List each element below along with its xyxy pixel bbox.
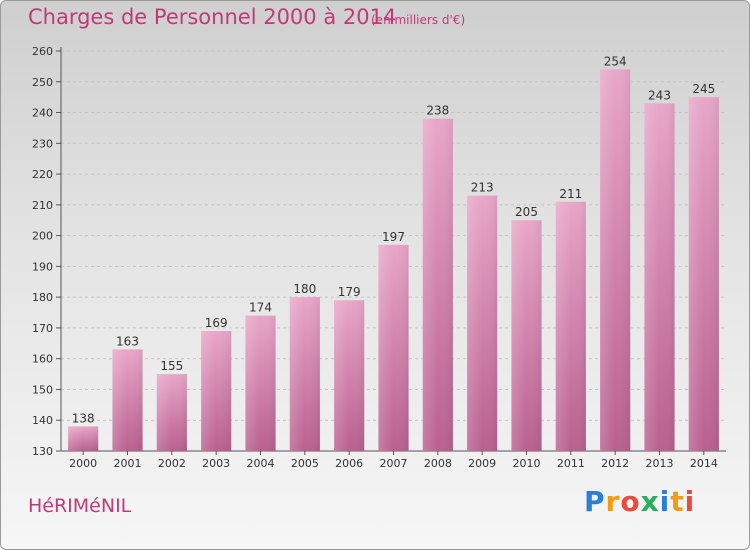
- bar-shade: [334, 300, 365, 451]
- x-tick-label: 2003: [202, 457, 230, 470]
- y-tick-label: 210: [32, 199, 53, 212]
- y-tick-label: 140: [32, 414, 53, 427]
- bar-shade: [644, 103, 675, 452]
- x-tick-label: 2004: [247, 457, 275, 470]
- logo-letter: x: [640, 485, 660, 518]
- bar-shade: [289, 297, 320, 451]
- data-label: 205: [515, 205, 538, 219]
- x-tick-label: 2001: [114, 457, 142, 470]
- y-tick-label: 240: [32, 107, 53, 120]
- x-tick-label: 2005: [291, 457, 319, 470]
- proxiti-logo[interactable]: Proxiti: [584, 485, 695, 518]
- bar-shade: [600, 69, 631, 451]
- y-tick-label: 220: [32, 168, 53, 181]
- logo-letter: i: [659, 485, 671, 518]
- data-label: 174: [249, 301, 272, 315]
- bar-shade: [68, 426, 99, 451]
- y-tick-label: 150: [32, 383, 53, 396]
- x-tick-label: 2014: [690, 457, 718, 470]
- logo-letter: P: [584, 485, 606, 518]
- data-label: 169: [205, 316, 228, 330]
- bar-shade: [156, 374, 187, 451]
- data-label: 243: [648, 88, 671, 102]
- data-label: 238: [426, 104, 449, 118]
- y-tick-label: 200: [32, 230, 53, 243]
- x-tick-label: 2011: [557, 457, 585, 470]
- logo-letter: t: [670, 485, 685, 518]
- commune-name: HéRIMéNIL: [28, 495, 132, 517]
- x-tick-label: 2007: [380, 457, 408, 470]
- y-tick-label: 170: [32, 322, 53, 335]
- data-label: 155: [160, 359, 183, 373]
- data-label: 211: [559, 187, 582, 201]
- bar-shade: [688, 97, 719, 452]
- y-tick-label: 160: [32, 353, 53, 366]
- data-label: 180: [293, 282, 316, 296]
- bar-shade: [245, 315, 276, 451]
- y-tick-label: 250: [32, 76, 53, 89]
- y-tick-label: 190: [32, 260, 53, 273]
- x-tick-label: 2010: [513, 457, 541, 470]
- y-tick-label: 130: [32, 445, 53, 458]
- x-tick-label: 2006: [335, 457, 363, 470]
- y-tick-label: 230: [32, 137, 53, 150]
- x-tick-label: 2012: [601, 457, 629, 470]
- x-tick-label: 2008: [424, 457, 452, 470]
- data-label: 197: [382, 230, 405, 244]
- bar-shade: [467, 195, 498, 451]
- bar-shade: [422, 118, 453, 451]
- bar-shade: [378, 244, 409, 451]
- x-tick-label: 2002: [158, 457, 186, 470]
- data-label: 254: [604, 54, 627, 68]
- x-tick-label: 2013: [646, 457, 674, 470]
- chart-subtitle: (en milliers d'€): [371, 13, 466, 27]
- bar-shade: [112, 349, 143, 451]
- data-label: 179: [338, 285, 361, 299]
- bar-shade: [201, 331, 232, 451]
- data-label: 138: [72, 411, 95, 425]
- x-tick-label: 2009: [468, 457, 496, 470]
- y-tick-label: 180: [32, 291, 53, 304]
- y-tick-label: 260: [32, 45, 53, 58]
- data-label: 245: [692, 82, 715, 96]
- bar-shade: [511, 220, 542, 451]
- bars: [68, 69, 719, 452]
- bar-shade: [555, 201, 586, 451]
- data-label: 213: [471, 181, 494, 195]
- x-tick-label: 2000: [69, 457, 97, 470]
- data-label: 163: [116, 334, 139, 348]
- logo-letter: o: [620, 485, 641, 518]
- labels: 130 140 150 160 170 180 190 200 210 220 230 240 250 2…: [32, 45, 718, 470]
- logo-letter: r: [605, 485, 621, 518]
- logo-letter: i: [684, 485, 696, 518]
- chart-title: Charges de Personnel 2000 à 2014: [28, 5, 397, 29]
